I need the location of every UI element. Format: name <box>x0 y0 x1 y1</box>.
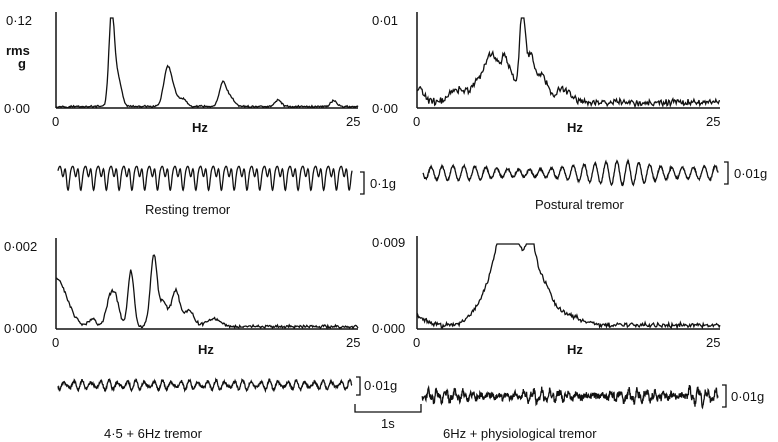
y-tick-top: 0·01 <box>372 13 398 28</box>
waveform-trace <box>421 384 719 410</box>
x-axis-label: Hz <box>567 342 583 357</box>
panel-resting-tremor: 0·12 rms g 0·00 0 Hz 25 0·1g Resting tre… <box>4 12 396 217</box>
time-scale-bar: 1s <box>354 404 422 431</box>
amplitude-scale-label: 0·01g <box>364 378 397 393</box>
y-label-line-1: rms <box>6 43 30 58</box>
y-tick-bottom: 0·00 <box>4 101 30 116</box>
x-tick-start: 0 <box>52 335 59 350</box>
y-tick-top: 0·009 <box>372 235 405 250</box>
amplitude-scale-label: 0·1g <box>370 176 396 191</box>
y-tick-top: 0·12 <box>6 13 32 28</box>
y-label-line-2: g <box>18 56 26 71</box>
y-tick-bottom: 0·000 <box>372 321 405 336</box>
waveform-trace <box>422 158 719 187</box>
x-tick-end: 25 <box>346 335 360 350</box>
x-axis-label: Hz <box>567 120 583 135</box>
y-tick-top: 0·002 <box>4 239 37 254</box>
spectrum-line <box>55 17 359 109</box>
x-tick-end: 25 <box>706 114 720 129</box>
x-tick-end: 25 <box>706 335 720 350</box>
panel-6hz-physiological-tremor: 0·009 0·000 0 Hz 25 0·01g 6Hz + physiolo… <box>372 235 764 441</box>
waveform-trace <box>57 377 353 394</box>
x-tick-start: 0 <box>413 335 420 350</box>
x-tick-start: 0 <box>413 114 420 129</box>
x-tick-end: 25 <box>346 114 360 129</box>
panel-4-5-6hz-tremor: 0·002 0·000 0 Hz 25 0·01g 4·5 + 6Hz trem… <box>4 238 397 441</box>
amplitude-scale-bracket <box>724 161 729 185</box>
x-axis-label: Hz <box>198 342 214 357</box>
amplitude-scale-label: 0·01g <box>731 389 764 404</box>
time-scale-label: 1s <box>381 416 395 431</box>
waveform-caption: Postural tremor <box>535 197 625 212</box>
panel-postural-tremor: 0·01 0·00 0 Hz 25 0·01g Postural tremor <box>372 12 767 212</box>
x-tick-start: 0 <box>52 114 59 129</box>
spectrum-line <box>55 254 359 330</box>
x-axis-label: Hz <box>192 120 208 135</box>
y-tick-bottom: 0·000 <box>4 321 37 336</box>
waveform-caption: 6Hz + physiological tremor <box>443 426 597 441</box>
waveform-caption: 4·5 + 6Hz tremor <box>104 426 203 441</box>
time-scale-bracket <box>354 404 422 413</box>
waveform-caption: Resting tremor <box>145 202 231 217</box>
amplitude-scale-bracket <box>722 384 727 408</box>
y-tick-bottom: 0·00 <box>372 101 398 116</box>
amplitude-scale-label: 0·01g <box>734 166 767 181</box>
spectrum-line <box>416 17 721 109</box>
amplitude-scale-bracket <box>356 376 361 396</box>
spectrum-line <box>416 243 721 331</box>
waveform-trace <box>57 165 353 192</box>
amplitude-scale-bracket <box>360 171 365 195</box>
